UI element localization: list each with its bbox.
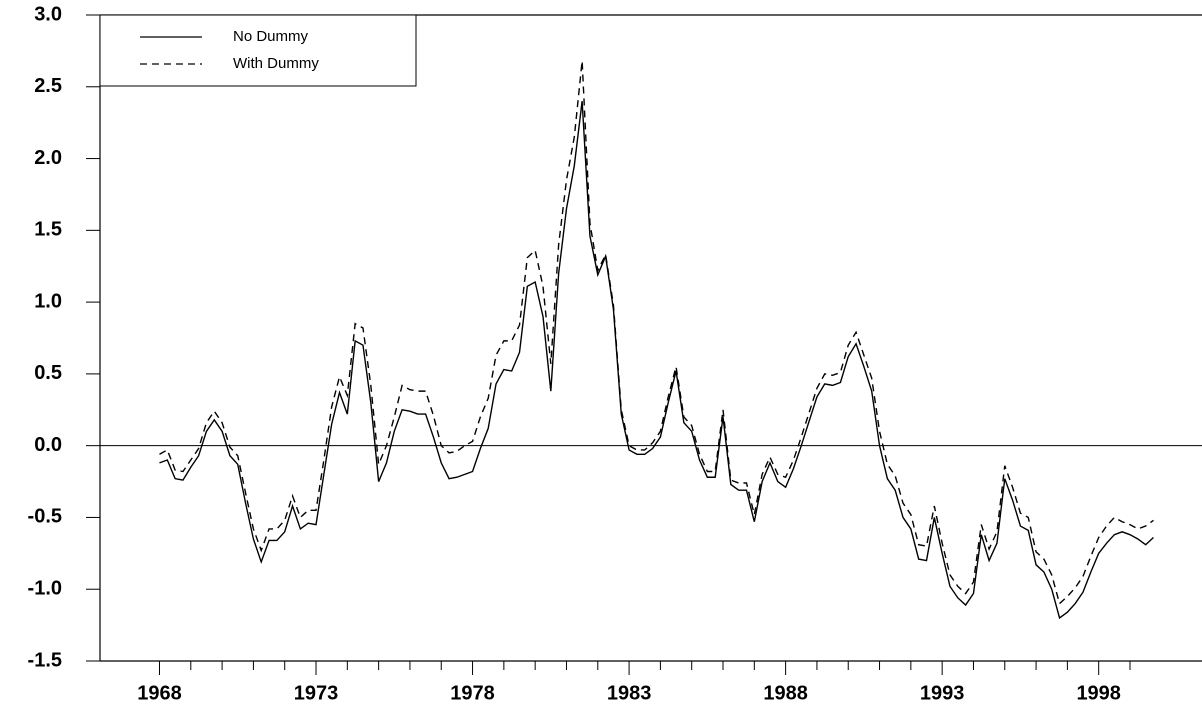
y-tick-label: 1.5 — [34, 219, 62, 241]
y-tick-label: -0.5 — [28, 506, 62, 528]
y-tick-label: 3.0 — [34, 3, 62, 25]
series-line — [159, 60, 1154, 605]
legend-label: With Dummy — [233, 55, 319, 72]
x-tick-label: 1988 — [763, 682, 808, 704]
y-tick-label: 0.5 — [34, 362, 62, 384]
y-tick-label: -1.5 — [28, 649, 62, 671]
x-tick-label: 1998 — [1076, 682, 1121, 704]
x-tick-label: 1973 — [294, 682, 339, 704]
y-tick-label: 0.0 — [34, 434, 62, 456]
x-tick-label: 1978 — [450, 682, 495, 704]
x-tick-label: 1993 — [920, 682, 965, 704]
legend-label: No Dummy — [233, 28, 309, 45]
series-line — [159, 101, 1154, 620]
x-tick-label: 1968 — [137, 682, 182, 704]
x-tick-label: 1983 — [607, 682, 652, 704]
y-tick-label: -1.0 — [28, 578, 62, 600]
y-tick-label: 2.5 — [34, 75, 62, 97]
y-tick-label: 2.0 — [34, 147, 62, 169]
y-tick-label: 1.0 — [34, 290, 62, 312]
legend-box — [99, 14, 417, 87]
